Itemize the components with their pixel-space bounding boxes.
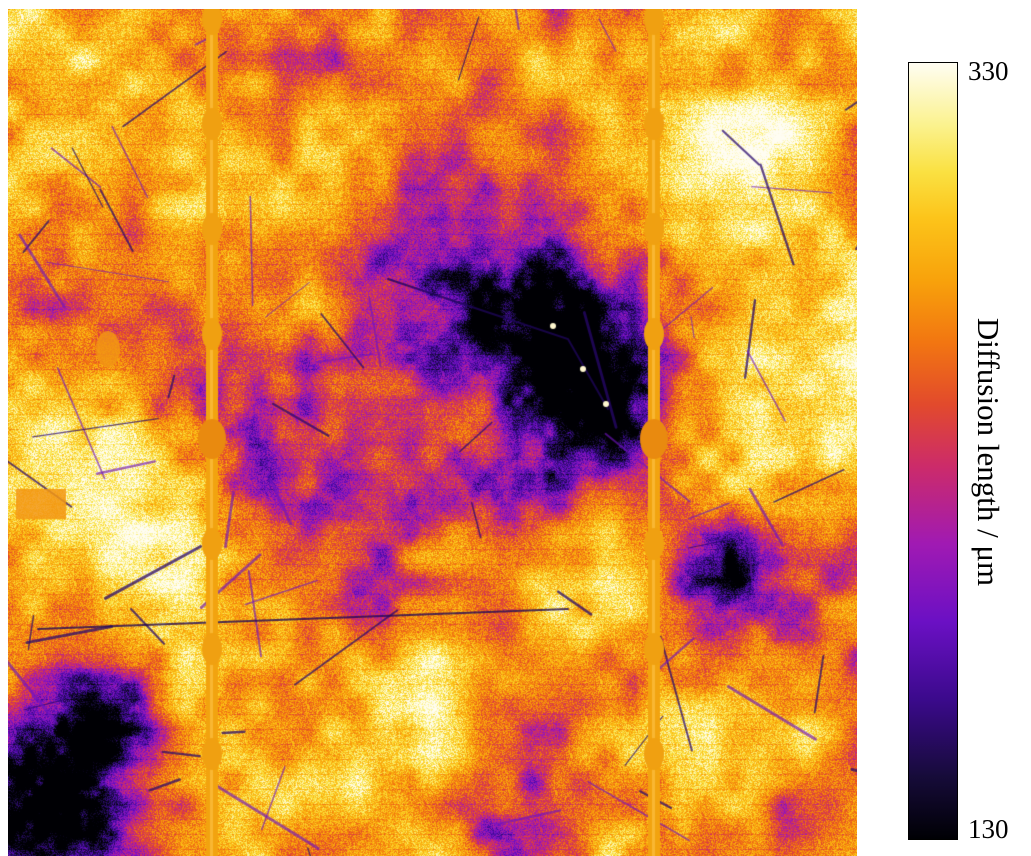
colorbar-gradient <box>908 62 958 840</box>
colorbar-max-label: 330 <box>968 56 1009 86</box>
diffusion-length-map-image <box>8 9 857 856</box>
colorbar-legend: 330 130 Diffusion length / μm <box>908 58 1031 844</box>
colorbar-min-label: 130 <box>968 814 1009 844</box>
colorbar-title: Diffusion length / μm <box>971 317 1006 587</box>
